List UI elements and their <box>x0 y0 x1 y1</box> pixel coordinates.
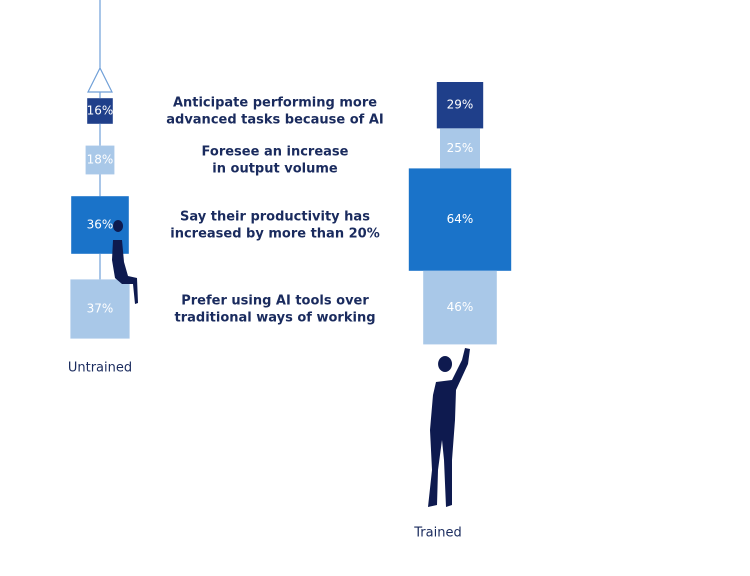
value-label: 64% <box>447 212 474 226</box>
value-label: 46% <box>447 300 474 314</box>
box <box>85 145 115 175</box>
value-label: 25% <box>447 141 474 155</box>
series-label: Trained <box>413 526 461 541</box>
value-label: 36% <box>87 218 114 232</box>
sitting-person <box>112 220 138 304</box>
category-label: Foresee an increase <box>202 145 349 160</box>
category-label: Say their productivity has <box>180 210 370 225</box>
box <box>408 168 512 271</box>
value-label: 37% <box>87 302 114 316</box>
value-label: 18% <box>87 153 114 167</box>
category-label: traditional ways of working <box>174 311 375 326</box>
box <box>440 128 480 169</box>
category-label: advanced tasks because of AI <box>166 113 384 128</box>
standing-person <box>428 348 470 507</box>
category-label: Anticipate performing more <box>173 96 377 111</box>
category-label: increased by more than 20% <box>170 227 379 242</box>
box <box>87 98 113 124</box>
box <box>70 279 130 339</box>
category-label: in output volume <box>212 162 338 177</box>
value-label: 16% <box>87 104 114 118</box>
series-label: Untrained <box>68 361 132 376</box>
category-label: Prefer using AI tools over <box>181 294 369 309</box>
box <box>423 270 497 345</box>
box <box>436 82 484 129</box>
value-label: 29% <box>447 98 474 112</box>
hanging-rope <box>87 0 113 93</box>
